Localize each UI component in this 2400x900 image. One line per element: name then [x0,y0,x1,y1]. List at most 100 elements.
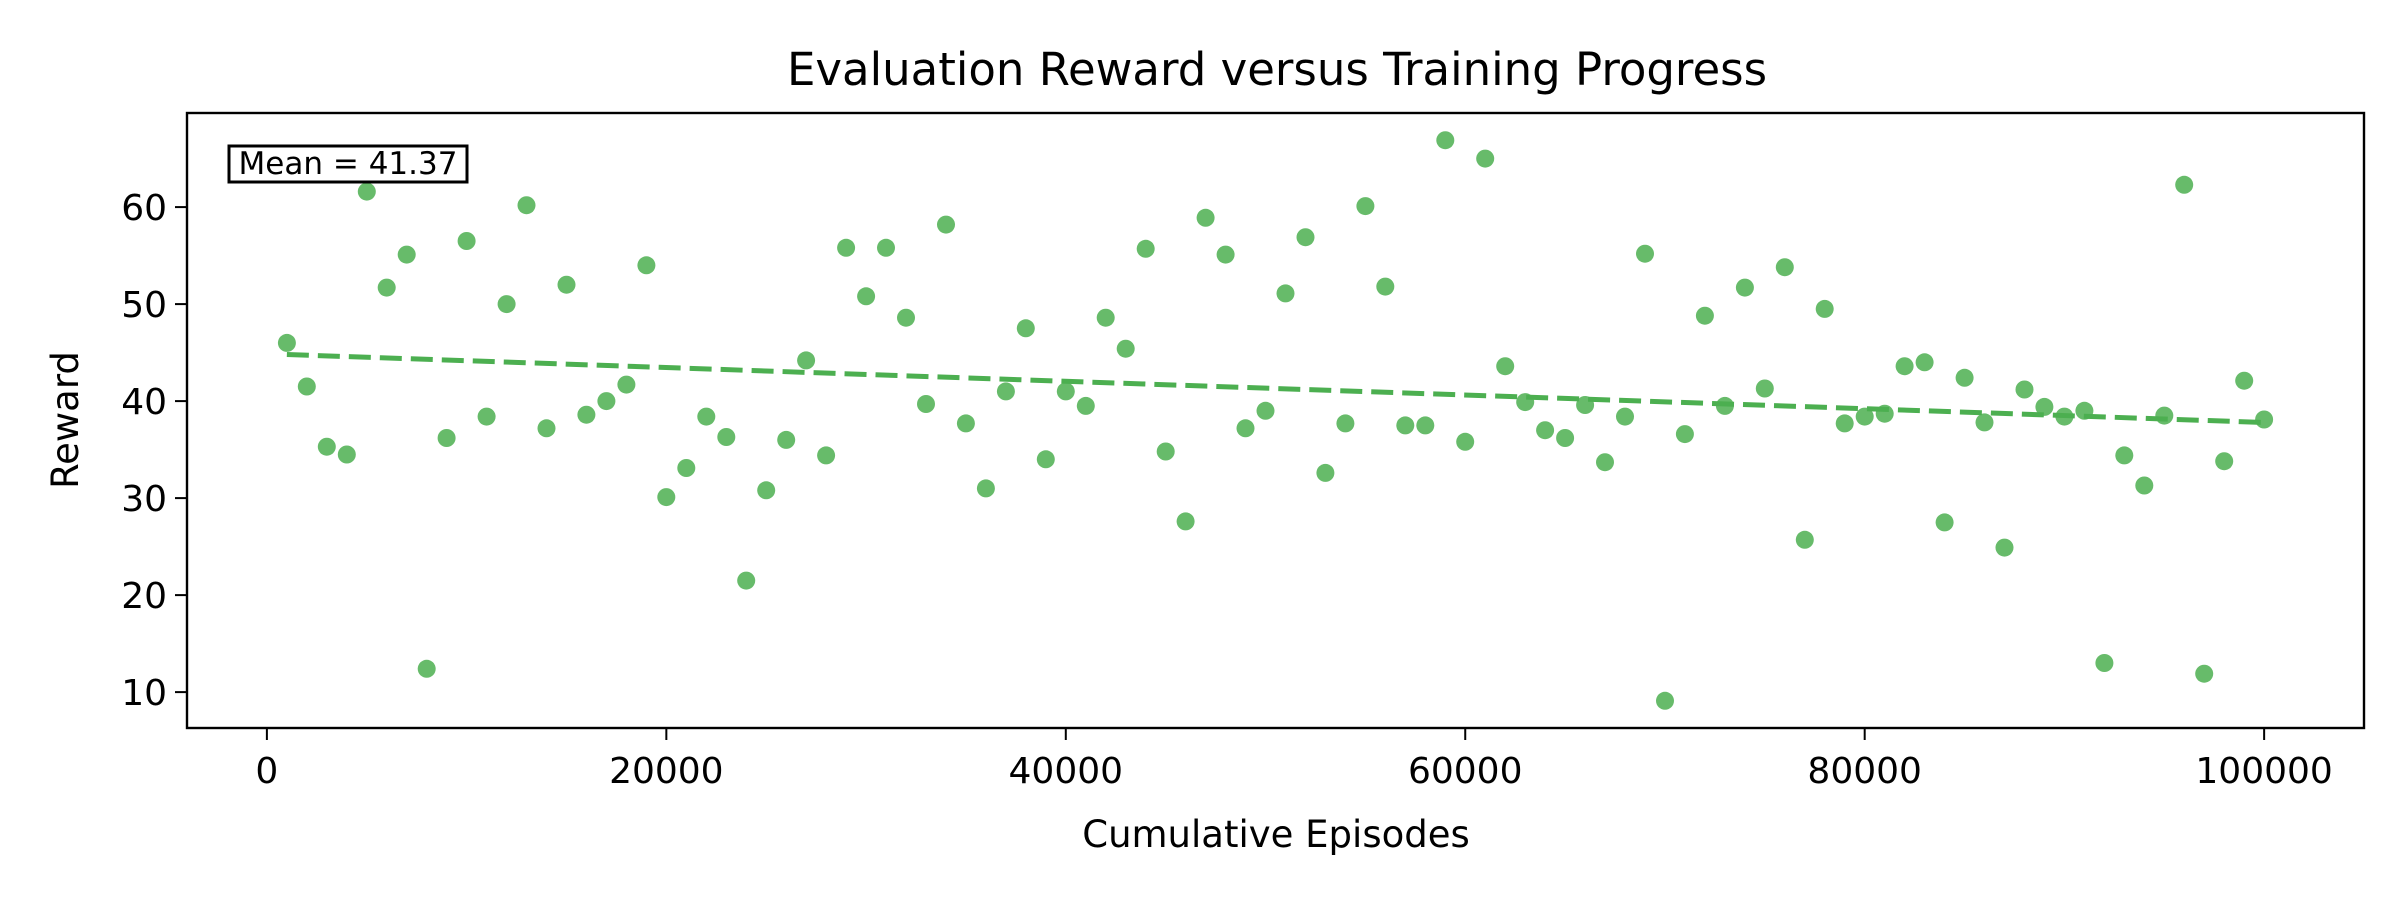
y-tick-label-4: 50 [121,285,167,326]
data-point-94 [2155,406,2174,425]
data-point-44 [1156,442,1175,461]
mean-annotation-box [227,144,469,184]
data-point-79 [1855,407,1874,426]
data-point-81 [1895,357,1914,376]
data-point-99 [2255,410,2274,429]
data-point-60 [1476,149,1495,168]
data-point-0 [277,333,296,352]
data-point-76 [1795,530,1814,549]
data-point-17 [617,375,636,394]
y-tick-label-3: 40 [121,382,167,423]
data-point-34 [956,414,975,433]
data-point-46 [1196,208,1215,227]
data-point-25 [777,430,796,449]
data-point-14 [557,275,576,294]
data-point-1 [297,377,316,396]
data-point-5 [377,278,396,297]
data-point-74 [1755,379,1774,398]
data-point-37 [1016,319,1035,338]
data-point-48 [1236,419,1255,438]
y-axis: 10 20 30 40 50 60 [121,188,187,714]
data-point-61 [1496,357,1515,376]
data-point-98 [2235,371,2254,390]
data-point-9 [457,232,476,250]
data-point-84 [1955,368,1974,387]
data-point-31 [897,308,915,327]
data-point-26 [797,351,816,370]
data-point-27 [817,446,836,465]
data-point-95 [2175,175,2194,194]
data-point-4 [357,182,376,201]
x-tick-label-4: 80000 [1807,751,1922,792]
data-point-21 [697,407,716,426]
data-point-71 [1695,306,1714,325]
y-tick-label-0: 10 [121,673,167,714]
data-point-75 [1775,258,1794,277]
data-point-97 [2215,452,2234,471]
x-tick-label-2: 40000 [1009,751,1124,792]
x-axis-title: Cumulative Episodes [1082,813,1470,856]
mean-annotation: Mean = 41.37 [227,144,469,184]
data-point-55 [1376,277,1395,296]
y-tick-label-2: 30 [121,479,167,520]
data-point-10 [477,407,496,426]
data-point-53 [1336,414,1355,433]
data-point-91 [2095,654,2114,672]
y-tick-label-1: 20 [121,576,167,617]
data-point-36 [996,382,1015,401]
data-point-23 [737,571,756,590]
data-point-52 [1316,463,1335,482]
data-point-50 [1276,284,1295,303]
x-tick-label-3: 60000 [1408,751,1523,792]
data-point-32 [917,395,935,413]
data-point-29 [857,287,876,306]
data-point-28 [837,238,856,257]
data-point-57 [1416,416,1435,435]
plot-frame [185,111,2366,730]
data-point-40 [1076,396,1095,415]
data-point-82 [1915,353,1934,372]
data-point-16 [597,392,616,411]
data-point-39 [1056,382,1075,401]
data-point-54 [1356,197,1375,216]
x-axis: 0 20000 40000 60000 80000 100000 [255,728,2333,792]
data-point-7 [417,659,436,678]
mean-annotation-text: Mean = 41.37 [239,146,458,182]
data-point-78 [1835,414,1854,433]
data-point-45 [1176,512,1195,531]
trend-line [286,352,2265,425]
data-point-15 [577,405,596,424]
data-point-69 [1656,691,1674,710]
data-point-47 [1216,245,1235,264]
data-point-30 [877,238,895,257]
data-point-13 [537,419,556,438]
data-point-92 [2115,446,2134,465]
data-point-63 [1536,421,1555,440]
data-point-86 [1995,538,2014,557]
data-point-73 [1735,278,1754,297]
data-point-85 [1975,413,1994,432]
data-point-3 [337,445,356,464]
data-point-18 [637,256,656,275]
data-point-83 [1935,513,1954,532]
data-point-12 [517,196,536,215]
data-point-20 [677,459,696,477]
data-point-96 [2195,664,2214,683]
y-axis-title: Reward [44,351,87,489]
data-point-42 [1116,339,1135,358]
data-point-67 [1616,407,1634,426]
data-point-66 [1596,453,1614,472]
data-point-22 [717,428,736,446]
data-point-24 [757,481,776,500]
data-point-68 [1636,244,1654,263]
data-point-59 [1456,432,1475,451]
data-point-49 [1256,401,1275,420]
data-point-64 [1556,429,1575,447]
data-point-8 [437,429,456,447]
data-point-56 [1396,416,1415,435]
data-point-11 [497,295,516,314]
data-point-70 [1675,425,1694,444]
chart-title: Evaluation Reward versus Training Progre… [787,43,1767,96]
data-point-51 [1296,228,1315,247]
